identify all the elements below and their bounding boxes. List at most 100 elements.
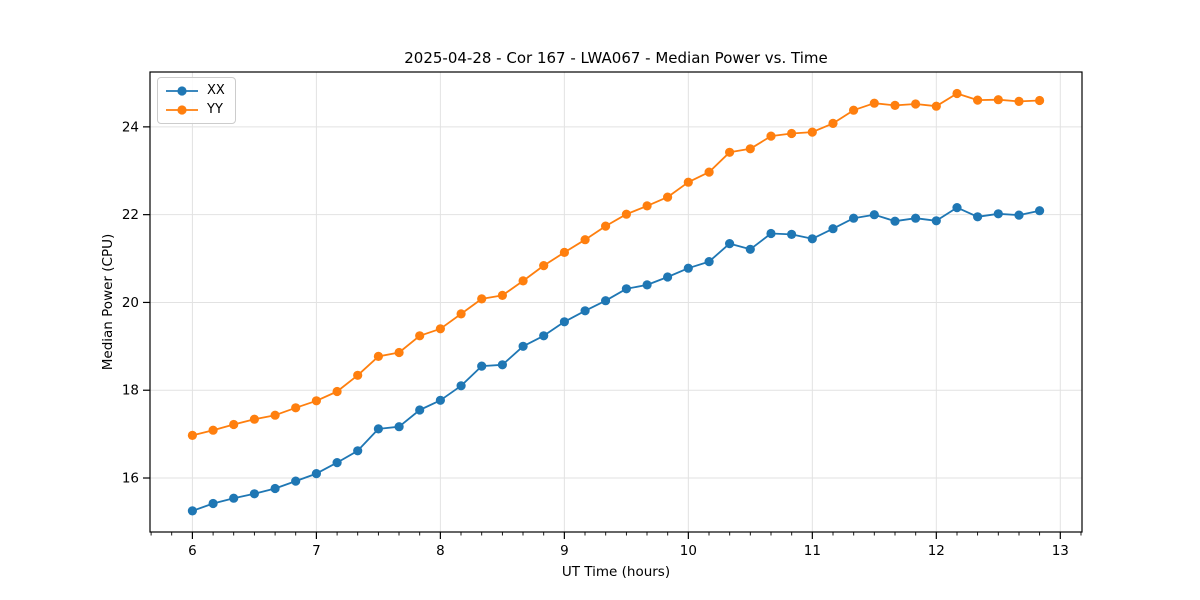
data-point-YY	[621, 209, 632, 219]
data-point-YY	[890, 100, 900, 110]
data-point-XX	[311, 469, 321, 479]
data-point-XX	[456, 381, 466, 391]
data-point-YY	[745, 144, 755, 154]
data-point-YY	[601, 221, 611, 231]
data-point-XX	[497, 360, 507, 370]
x-tick-label: 11	[804, 543, 821, 559]
x-axis-label: UT Time (hours)	[561, 564, 671, 580]
data-point-XX	[601, 296, 611, 306]
data-point-YY	[828, 118, 838, 128]
legend-item-YY: YY	[165, 102, 225, 118]
chart-title: 2025-04-28 - Cor 167 - LWA067 - Median P…	[404, 49, 828, 67]
data-point-XX	[229, 493, 239, 503]
y-tick-label: 20	[122, 295, 139, 311]
legend-label: XX	[207, 83, 225, 98]
data-point-XX	[394, 422, 404, 432]
data-point-YY	[1035, 95, 1045, 106]
data-point-XX	[952, 203, 962, 213]
x-tick-label: 10	[680, 543, 697, 559]
data-point-XX	[1035, 206, 1045, 216]
data-point-YY	[394, 347, 404, 358]
series-line-YY	[192, 92, 1040, 437]
legend-marker	[177, 86, 187, 96]
legend: XX YY	[157, 77, 236, 124]
legend-marker	[177, 105, 187, 115]
data-point-YY	[911, 99, 921, 109]
data-point-XX	[745, 244, 755, 254]
data-point-XX	[353, 446, 363, 456]
data-point-YY	[456, 309, 466, 319]
data-point-YY	[952, 88, 962, 99]
data-point-YY	[353, 370, 363, 380]
data-point-YY	[642, 201, 652, 211]
data-point-YY	[931, 101, 941, 111]
data-point-YY	[539, 261, 549, 271]
data-point-XX	[559, 317, 570, 327]
data-point-YY	[725, 147, 735, 157]
data-point-YY	[518, 276, 528, 286]
x-tick-label: 13	[1052, 543, 1069, 559]
data-point-XX	[973, 212, 983, 222]
data-point-XX	[270, 483, 280, 494]
data-point-XX	[725, 239, 735, 249]
data-point-YY	[766, 131, 776, 141]
y-tick-label: 22	[122, 207, 139, 223]
data-point-YY	[580, 235, 590, 245]
data-point-YY	[807, 127, 817, 137]
data-point-XX	[332, 458, 342, 468]
data-point-YY	[869, 98, 879, 108]
data-point-YY	[704, 167, 714, 177]
data-point-XX	[642, 280, 652, 290]
data-point-XX	[539, 331, 549, 341]
data-point-YY	[849, 105, 859, 115]
data-point-YY	[270, 410, 280, 420]
data-point-YY	[373, 351, 383, 361]
data-point-YY	[435, 324, 445, 334]
data-point-XX	[621, 284, 632, 294]
data-point-XX	[477, 361, 487, 371]
data-point-YY	[229, 419, 239, 430]
series-line-XX	[192, 206, 1040, 512]
data-point-XX	[435, 395, 445, 405]
data-point-XX	[807, 234, 817, 244]
data-point-XX	[1014, 210, 1024, 220]
data-point-YY	[187, 430, 197, 440]
x-tick-label: 6	[188, 543, 197, 559]
data-point-XX	[849, 213, 859, 223]
data-point-XX	[890, 216, 900, 226]
data-point-YY	[477, 294, 487, 304]
y-tick-label: 18	[122, 383, 139, 399]
x-tick-label: 7	[312, 543, 321, 559]
data-point-XX	[291, 476, 301, 486]
data-point-XX	[373, 424, 383, 434]
data-point-YY	[291, 403, 301, 413]
data-point-XX	[580, 306, 590, 316]
y-axis-label: Median Power (CPU)	[100, 233, 116, 371]
data-point-XX	[249, 489, 259, 499]
legend-line-marker-icon	[166, 105, 198, 115]
data-point-YY	[683, 177, 693, 187]
data-point-XX	[663, 272, 673, 282]
data-point-YY	[973, 95, 983, 105]
data-point-XX	[911, 213, 921, 223]
legend-label: YY	[207, 102, 223, 117]
legend-item-XX: XX	[165, 83, 225, 99]
data-point-XX	[869, 210, 879, 220]
data-point-YY	[1014, 96, 1024, 106]
data-point-XX	[187, 506, 197, 516]
data-point-XX	[787, 229, 797, 239]
x-tick-label: 12	[928, 543, 945, 559]
data-point-YY	[993, 95, 1003, 105]
data-point-YY	[208, 425, 218, 435]
y-tick-label: 24	[122, 119, 139, 135]
data-point-YY	[787, 128, 797, 139]
data-point-XX	[704, 257, 714, 267]
data-point-YY	[415, 331, 425, 341]
x-tick-label: 8	[436, 543, 445, 559]
data-point-YY	[663, 192, 673, 202]
y-tick-label: 16	[122, 471, 139, 487]
data-point-XX	[766, 228, 776, 239]
data-point-XX	[518, 341, 528, 351]
